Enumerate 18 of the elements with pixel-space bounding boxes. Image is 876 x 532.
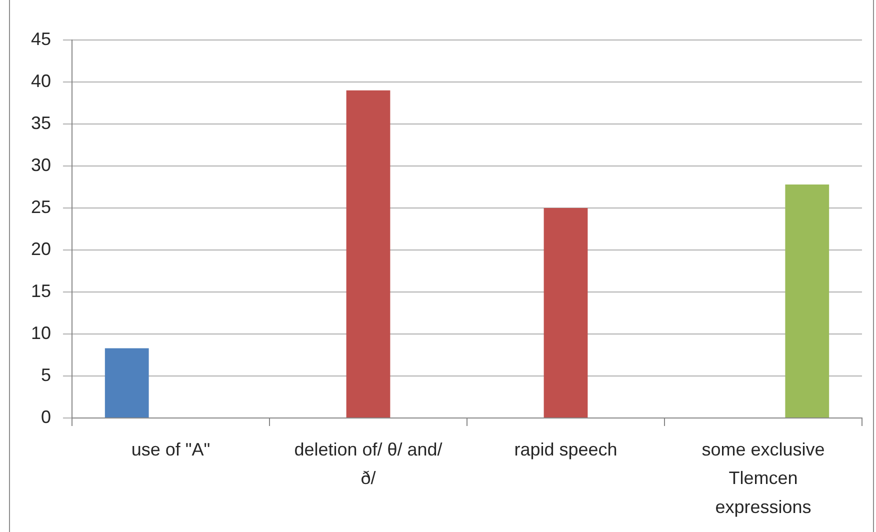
bar — [104, 348, 149, 418]
y-tick-label: 25 — [30, 196, 51, 217]
y-tick-label: 35 — [30, 112, 51, 133]
y-tick-label: 40 — [30, 70, 51, 91]
bar — [785, 184, 830, 418]
x-tick-label: some exclusive Tlemcen expressions — [702, 439, 825, 517]
bar — [346, 90, 390, 418]
y-tick-label: 0 — [40, 406, 51, 427]
y-tick-label: 10 — [30, 322, 51, 343]
y-tick-label: 30 — [30, 154, 51, 175]
bar — [544, 208, 588, 418]
x-tick-label: deletion of/ θ/ and/ ð/ — [294, 439, 442, 488]
x-tick-label: use of "A" — [131, 439, 210, 460]
y-tick-label: 5 — [40, 364, 51, 385]
y-tick-label: 15 — [30, 280, 51, 301]
x-tick-label: rapid speech — [514, 439, 618, 460]
y-tick-label: 45 — [30, 28, 51, 49]
y-tick-label: 20 — [30, 238, 51, 259]
